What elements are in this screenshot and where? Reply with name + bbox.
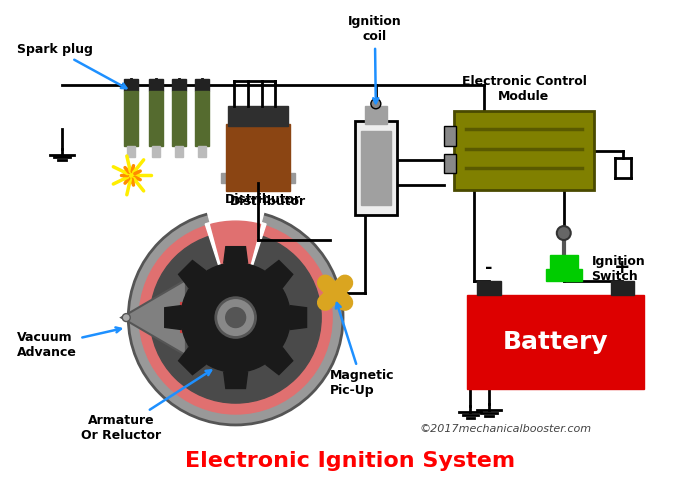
Text: Vacuum
Advance: Vacuum Advance <box>17 328 121 360</box>
Bar <box>149 79 163 91</box>
Bar <box>195 79 209 91</box>
Bar <box>454 111 594 191</box>
Circle shape <box>122 313 130 322</box>
Bar <box>444 154 456 174</box>
Bar <box>195 91 209 146</box>
Bar <box>477 281 501 295</box>
Wedge shape <box>207 207 264 317</box>
Text: -: - <box>485 259 493 277</box>
Text: +: + <box>614 258 631 277</box>
Polygon shape <box>178 260 206 288</box>
Bar <box>610 281 634 295</box>
Circle shape <box>139 221 332 414</box>
Bar <box>361 131 391 205</box>
Circle shape <box>556 226 570 240</box>
Polygon shape <box>290 306 307 330</box>
Bar <box>125 79 138 91</box>
Bar <box>550 255 578 269</box>
Bar <box>228 106 288 126</box>
Polygon shape <box>224 372 248 388</box>
Circle shape <box>371 99 381 109</box>
Bar <box>444 126 456 146</box>
Bar <box>175 146 183 157</box>
Circle shape <box>181 263 290 372</box>
Text: Distributor: Distributor <box>225 193 301 206</box>
Polygon shape <box>164 306 181 330</box>
Bar <box>468 295 644 389</box>
Bar <box>125 91 138 146</box>
Bar <box>172 79 186 91</box>
Bar <box>220 174 295 183</box>
Text: Armature
Or Reluctor: Armature Or Reluctor <box>81 370 211 442</box>
Text: Spark plug: Spark plug <box>17 43 127 88</box>
Polygon shape <box>224 247 248 263</box>
Bar <box>181 303 236 332</box>
Bar <box>172 91 186 146</box>
Circle shape <box>123 168 139 183</box>
Wedge shape <box>211 221 260 317</box>
Text: Ignition
coil: Ignition coil <box>348 15 402 103</box>
Polygon shape <box>121 280 186 355</box>
Bar <box>149 91 163 146</box>
Circle shape <box>225 308 246 328</box>
Bar <box>127 146 135 157</box>
Bar <box>198 146 206 157</box>
Bar <box>546 269 582 281</box>
Bar <box>225 123 290 191</box>
Text: Electronic Control
Module: Electronic Control Module <box>461 75 587 103</box>
Text: ©2017mechanicalbooster.com: ©2017mechanicalbooster.com <box>419 424 592 434</box>
Polygon shape <box>266 260 293 288</box>
Circle shape <box>150 232 321 403</box>
Circle shape <box>128 210 343 425</box>
Wedge shape <box>205 219 266 317</box>
Text: Ignition
Switch: Ignition Switch <box>592 255 645 283</box>
Text: Electronic Ignition System: Electronic Ignition System <box>185 451 515 471</box>
Polygon shape <box>266 347 293 375</box>
Text: Distributor: Distributor <box>230 195 306 208</box>
Bar <box>152 146 160 157</box>
Text: Magnetic
Pic-Up: Magnetic Pic-Up <box>330 303 395 397</box>
Circle shape <box>216 298 256 337</box>
Text: Battery: Battery <box>503 330 608 354</box>
Bar <box>355 121 397 215</box>
Polygon shape <box>178 347 206 375</box>
Bar <box>365 106 387 123</box>
